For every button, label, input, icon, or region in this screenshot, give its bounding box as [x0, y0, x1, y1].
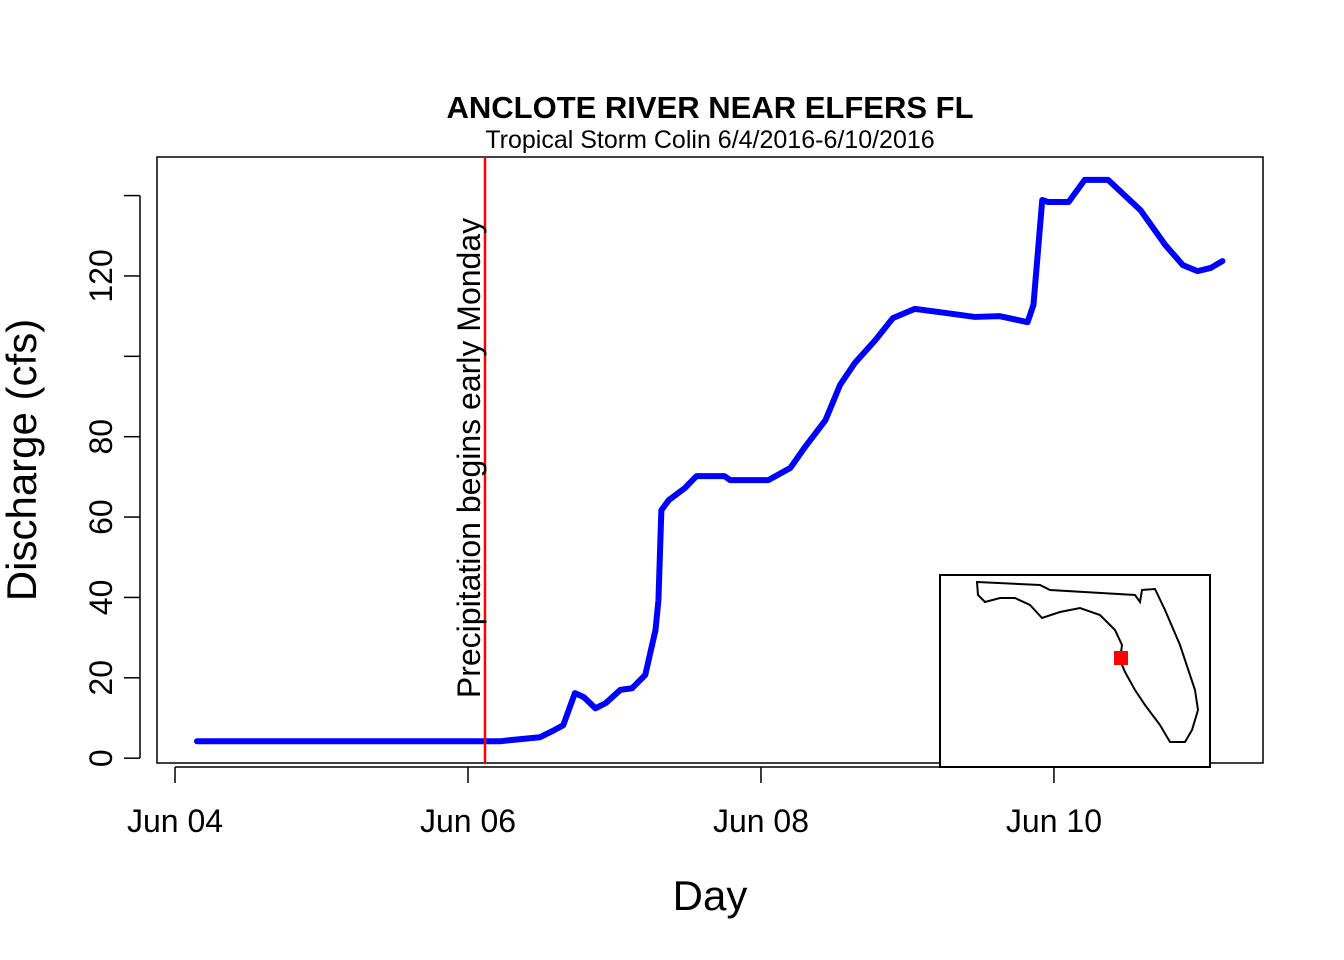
x-axis-label: Day [673, 872, 748, 919]
inset-frame [939, 574, 1211, 768]
chart-title: ANCLOTE RIVER NEAR ELFERS FL [446, 90, 973, 125]
x-tick-label: Jun 08 [713, 803, 809, 839]
x-tick-label: Jun 10 [1006, 803, 1102, 839]
site-marker [1114, 651, 1128, 665]
x-tick-label: Jun 06 [420, 803, 516, 839]
annotation-text: Precipitation begins early Monday [451, 218, 487, 698]
chart-subtitle: Tropical Storm Colin 6/4/2016-6/10/2016 [485, 126, 934, 154]
x-tick-label: Jun 04 [127, 803, 223, 839]
y-tick-label: 0 [83, 749, 119, 767]
inset-map [939, 574, 1211, 768]
data-line [193, 176, 1226, 745]
y-axis-label: Discharge (cfs) [0, 319, 45, 601]
y-tick-label: 80 [83, 419, 119, 455]
y-tick-label: 40 [83, 580, 119, 616]
y-tick-label: 20 [83, 660, 119, 696]
plot-box [156, 156, 1264, 764]
y-tick-label: 120 [83, 249, 119, 302]
y-tick-label: 60 [83, 499, 119, 535]
florida-outline [975, 580, 1200, 743]
